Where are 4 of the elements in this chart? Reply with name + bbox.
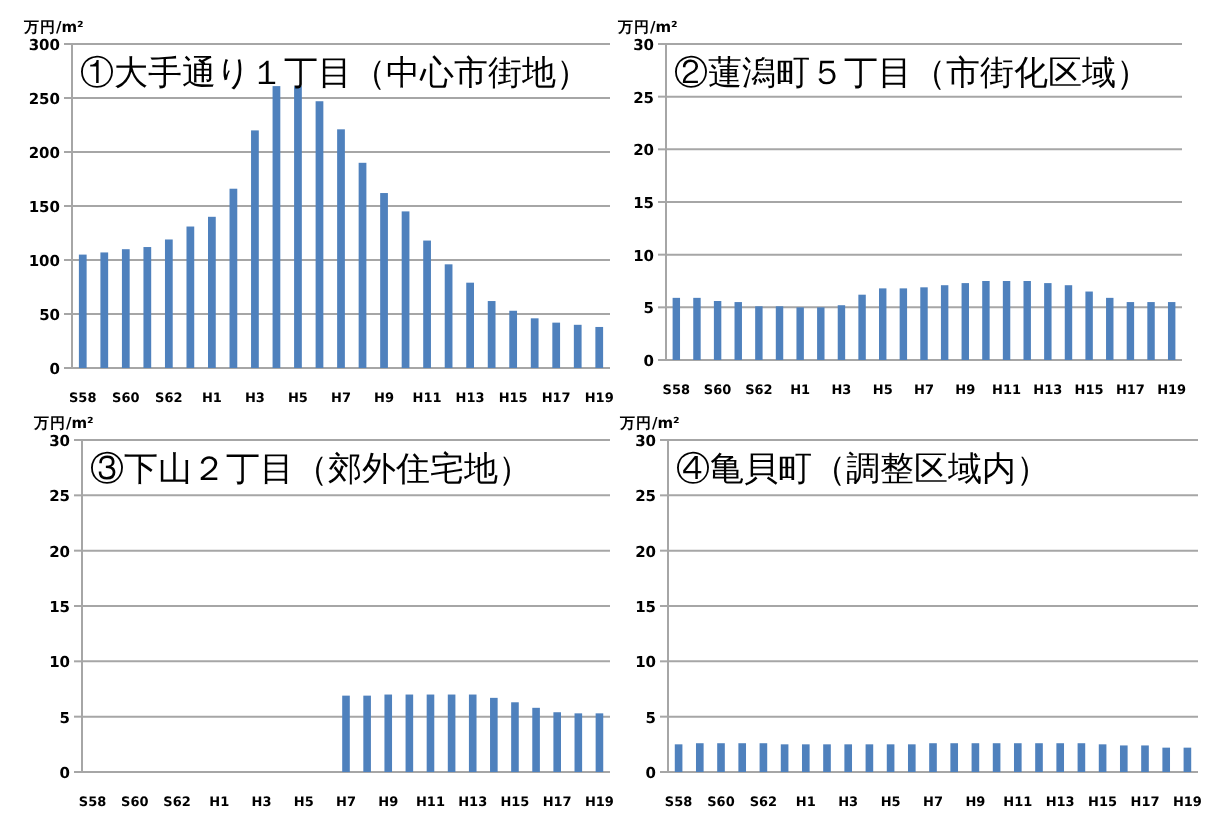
chart-title: ④亀貝町（調整区域内） — [676, 450, 1050, 490]
chart-title: ②蓮潟町５丁目（市街化区域） — [674, 54, 1150, 94]
chart-title: ③下山２丁目（郊外住宅地） — [90, 450, 532, 490]
chart-title: ①大手通り１丁目（中心市街地） — [80, 54, 590, 94]
